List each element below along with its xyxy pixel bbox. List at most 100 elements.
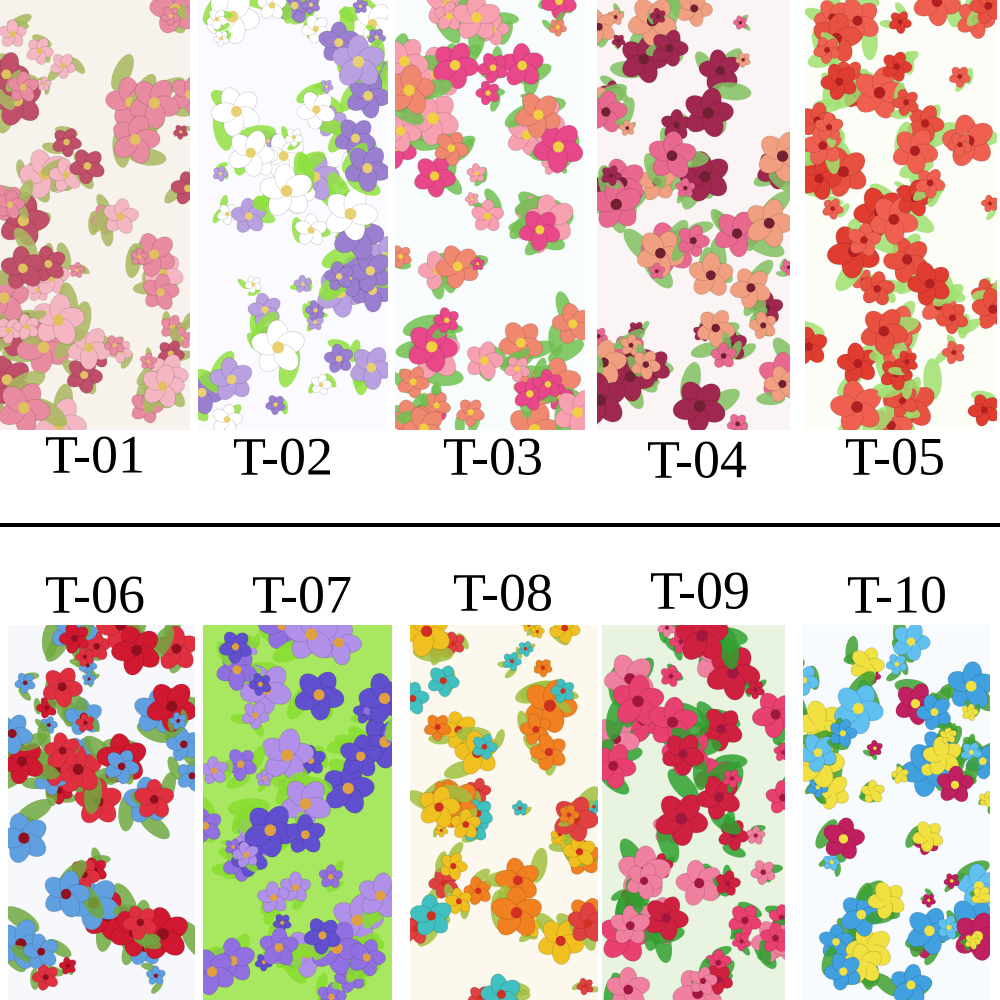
flower-center — [856, 909, 867, 920]
flower-center — [882, 895, 892, 905]
flower-center — [87, 677, 91, 681]
flower — [241, 702, 270, 730]
flower-center — [1, 374, 13, 386]
flower-center — [720, 352, 727, 359]
flower — [339, 734, 383, 777]
swatch-label: T-04 — [647, 429, 747, 489]
flower-center — [814, 173, 824, 184]
flower-center — [608, 760, 619, 771]
flower — [104, 749, 140, 785]
flower — [33, 293, 85, 345]
flower — [758, 131, 790, 183]
flower — [261, 728, 315, 781]
leaf — [494, 729, 505, 749]
leaf — [198, 368, 225, 394]
flower — [326, 187, 379, 241]
flower — [820, 63, 857, 101]
flower-center — [426, 341, 438, 353]
flower-center — [261, 306, 269, 314]
flower — [735, 52, 751, 68]
flower — [332, 34, 385, 86]
foil-swatch — [602, 625, 785, 1000]
flower-center — [904, 359, 910, 365]
flower-center — [863, 660, 871, 669]
flower — [75, 712, 95, 733]
flower — [533, 659, 553, 678]
flower — [885, 653, 908, 676]
flower — [597, 90, 628, 133]
flower-center — [312, 25, 319, 33]
flower-center — [6, 201, 14, 208]
flower-center — [689, 237, 697, 245]
foil-swatch — [395, 0, 585, 430]
flower — [170, 171, 190, 205]
flower — [696, 775, 741, 820]
flower — [517, 640, 534, 658]
flower — [530, 625, 545, 639]
flower-center — [1, 69, 12, 80]
flower-center — [62, 171, 70, 179]
flower — [50, 53, 77, 80]
flower-center — [82, 654, 87, 660]
flower-center — [946, 924, 952, 931]
flower — [696, 309, 736, 348]
flower-center — [446, 13, 453, 20]
leaf — [111, 54, 134, 91]
flower-center — [300, 282, 305, 287]
flower — [960, 742, 983, 764]
flower-center — [334, 38, 344, 48]
flower-center — [566, 812, 572, 818]
flower-center — [735, 421, 740, 427]
flower — [318, 864, 344, 889]
leaf — [837, 203, 850, 218]
flower-center — [450, 862, 457, 870]
flower-center — [655, 247, 666, 259]
flower-center — [555, 935, 566, 947]
flower — [823, 852, 842, 872]
swatch-label: T-06 — [45, 564, 145, 624]
flower — [22, 933, 59, 970]
flower-center — [535, 629, 539, 634]
flower — [143, 273, 180, 311]
flower-center — [779, 793, 785, 802]
flower — [829, 380, 882, 430]
flower — [867, 881, 905, 920]
flower — [597, 372, 627, 426]
flower — [216, 204, 239, 226]
flower — [466, 341, 505, 380]
flower — [652, 29, 689, 67]
leaf — [873, 973, 901, 997]
flower — [210, 87, 260, 137]
flower — [414, 156, 457, 198]
flower — [168, 711, 187, 731]
flower — [358, 872, 392, 918]
flower-center — [115, 625, 126, 631]
flower-center — [858, 959, 868, 969]
flower-center — [149, 249, 160, 260]
flower-center — [625, 126, 630, 130]
flower — [648, 696, 698, 746]
flower — [885, 384, 918, 418]
flower-center — [540, 665, 545, 670]
flower — [294, 213, 328, 246]
flower-center — [837, 166, 849, 178]
flower-center — [280, 920, 285, 925]
flower — [597, 8, 615, 45]
flower-center — [474, 171, 479, 176]
flower — [203, 756, 228, 785]
flower — [323, 261, 354, 291]
leaf — [37, 722, 51, 751]
leaf — [722, 844, 746, 858]
flower — [69, 149, 105, 185]
flower — [941, 340, 965, 365]
flower-center — [815, 718, 826, 729]
flower-center — [968, 749, 974, 755]
flower-center — [203, 822, 209, 830]
flower-center — [420, 625, 433, 637]
flower-center — [447, 144, 456, 153]
flower-center — [853, 358, 863, 368]
flower-center — [489, 64, 497, 72]
flower-center — [398, 253, 404, 259]
flower — [103, 335, 125, 356]
